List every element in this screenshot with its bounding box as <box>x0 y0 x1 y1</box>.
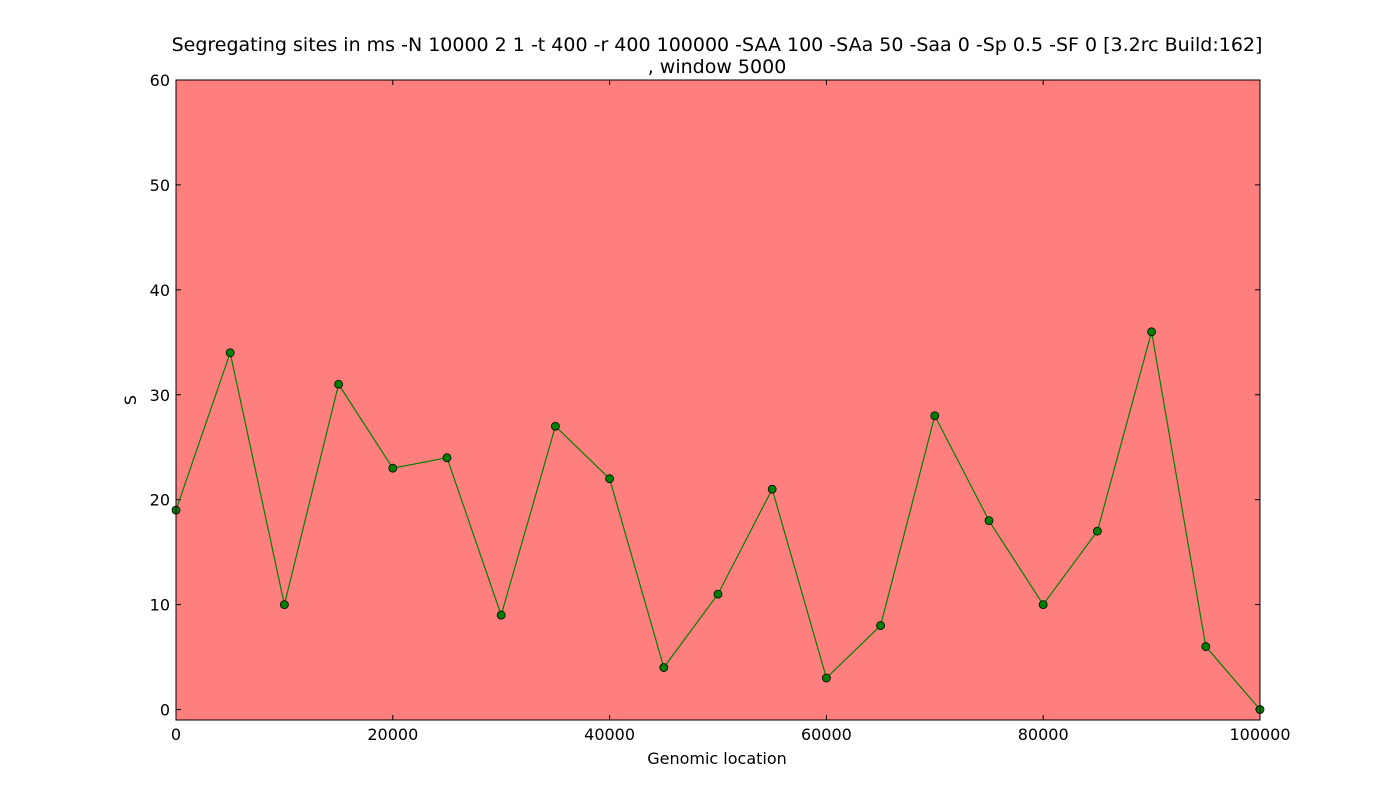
x-tick-label: 80000 <box>1018 725 1069 744</box>
data-point <box>442 453 452 463</box>
data-point <box>279 600 289 609</box>
data-point <box>984 516 994 526</box>
y-tick-label: 0 <box>160 701 170 720</box>
x-tick-label: 60000 <box>801 725 852 744</box>
x-tick-label: 40000 <box>584 725 635 744</box>
data-point <box>1038 600 1048 609</box>
data-point <box>822 673 831 683</box>
data-point <box>930 411 940 421</box>
series-s <box>171 327 1265 714</box>
y-tick-label: 50 <box>150 176 170 195</box>
data-point <box>1147 327 1156 337</box>
y-tick-label: 40 <box>150 281 170 300</box>
y-tick-label: 10 <box>150 596 170 615</box>
data-point <box>659 663 669 672</box>
data-point <box>225 348 235 358</box>
x-tick-label: 100000 <box>1229 725 1290 744</box>
data-point <box>713 589 723 599</box>
chart-title-line1: Segregating sites in ms -N 10000 2 1 -t … <box>172 34 1263 56</box>
x-tick-label: 0 <box>171 725 181 744</box>
data-point <box>334 379 344 389</box>
y-axis-label: S <box>121 395 140 405</box>
x-tick-label: 20000 <box>367 725 418 744</box>
data-point <box>767 484 777 494</box>
axis-ticks: 0 20000 40000 60000 80000 100000 0 10 20 30 40 50 60 <box>150 71 1291 744</box>
data-point <box>551 421 560 431</box>
plot-frame <box>175 79 1261 721</box>
data-point <box>496 610 506 620</box>
data-point <box>1201 642 1211 651</box>
data-point <box>605 474 614 484</box>
y-tick-label: 60 <box>150 71 170 90</box>
y-tick-label: 30 <box>150 386 170 405</box>
data-point <box>388 463 398 473</box>
y-tick-label: 20 <box>150 491 170 510</box>
data-point <box>876 621 885 630</box>
plot-area <box>176 80 1260 720</box>
x-axis-label: Genomic location <box>647 749 787 768</box>
data-point <box>1093 526 1102 536</box>
chart-title-line2: , window 5000 <box>648 56 787 78</box>
